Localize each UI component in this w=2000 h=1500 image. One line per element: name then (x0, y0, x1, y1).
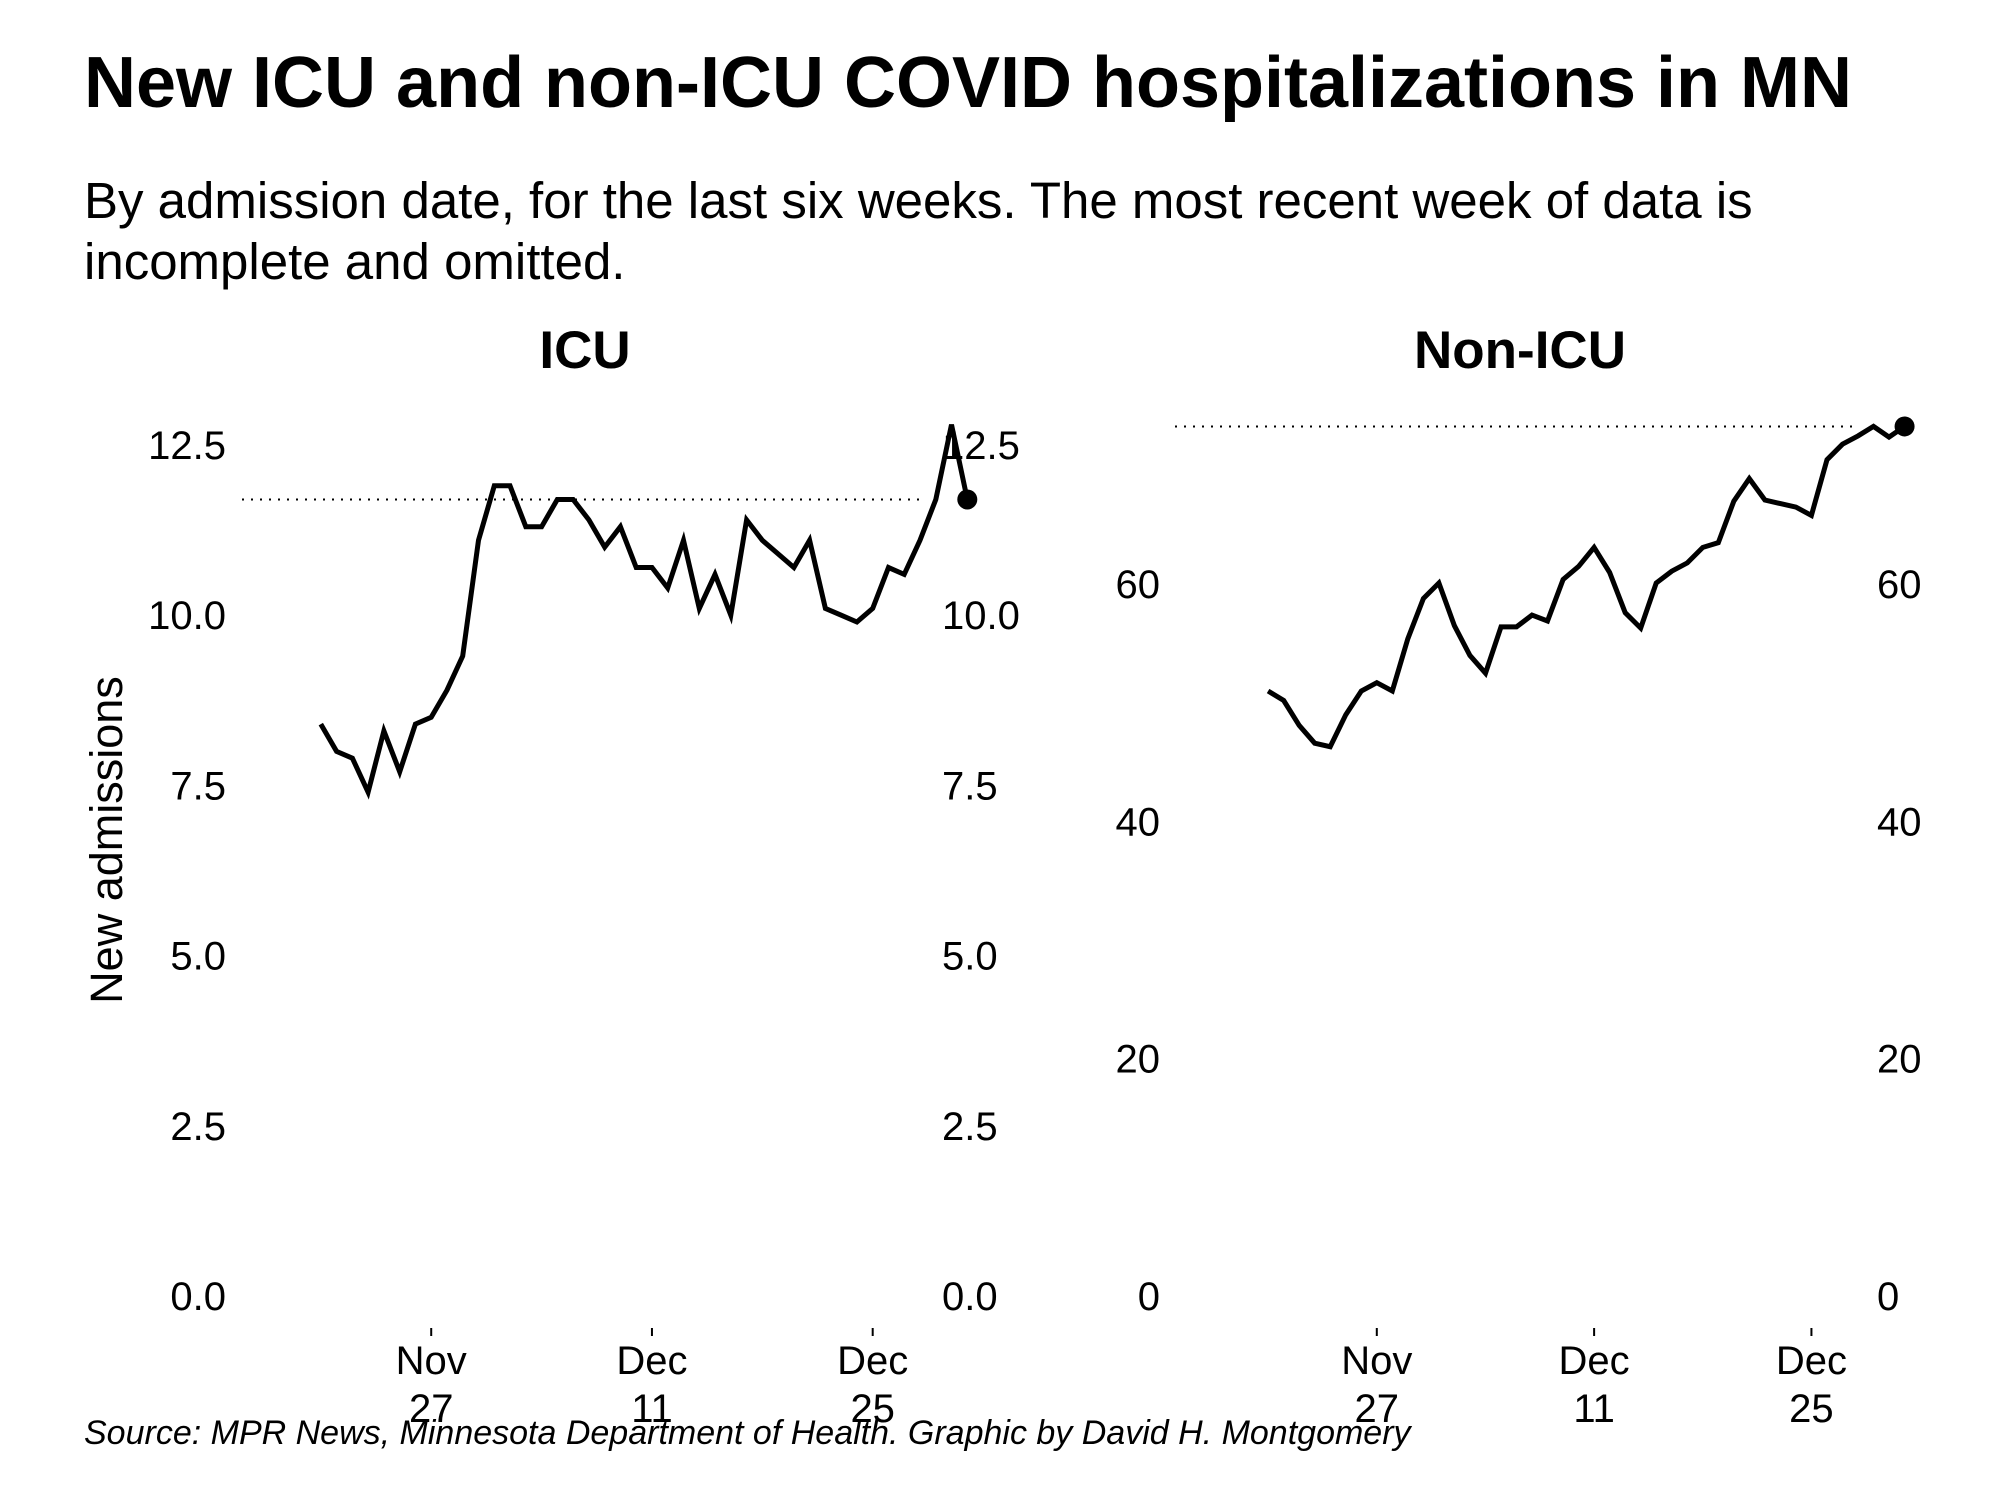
y-tick-label-right: 7.5 (942, 764, 998, 808)
y-tick-label-right: 40 (1877, 800, 1922, 844)
y-tick-label-left: 40 (1116, 800, 1161, 844)
panel-title: ICU (539, 321, 630, 380)
y-tick-label-right: 60 (1877, 563, 1922, 607)
x-tick-label-month: Nov (1341, 1339, 1412, 1383)
y-tick-label-right: 2.5 (942, 1105, 998, 1149)
chart-subtitle: By admission date, for the last six week… (84, 172, 1753, 290)
series-line (1266, 423, 1907, 750)
x-tick-label-day: 11 (1573, 1387, 1615, 1431)
y-tick-label-left: 5.0 (170, 935, 226, 979)
latest-point (957, 489, 978, 510)
series-line (318, 424, 970, 800)
y-tick-label-right: 0 (1877, 1275, 1899, 1319)
y-tick-label-left: 20 (1116, 1038, 1161, 1082)
x-tick-label-day: 27 (1355, 1387, 1400, 1431)
y-tick-label-right: 10.0 (942, 594, 1020, 638)
y-tick-label-right: 20 (1877, 1038, 1922, 1082)
y-tick-label-right: 5.0 (942, 935, 998, 979)
y-tick-label-left: 10.0 (148, 594, 226, 638)
x-tick-label-month: Dec (837, 1339, 908, 1383)
y-tick-label-left: 0 (1138, 1275, 1160, 1319)
x-tick-label-day: 11 (631, 1387, 673, 1431)
y-tick-label-left: 12.5 (148, 424, 226, 468)
y-tick-label-left: 0.0 (170, 1275, 226, 1319)
y-tick-label-right: 0.0 (942, 1275, 998, 1319)
x-tick-label-day: 27 (409, 1387, 454, 1431)
y-tick-label-left: 2.5 (170, 1105, 226, 1149)
x-tick-label-month: Dec (1776, 1339, 1847, 1383)
source-note: Source: MPR News, Minnesota Department o… (84, 1414, 1411, 1452)
y-axis-label: New admissions (81, 676, 132, 1004)
chart-title: New ICU and non-ICU COVID hospitalizatio… (84, 43, 1853, 123)
panel-title: Non-ICU (1414, 321, 1626, 380)
y-tick-label-left: 7.5 (170, 764, 226, 808)
y-tick-label-left: 60 (1116, 563, 1161, 607)
latest-point (1894, 416, 1915, 437)
x-tick-label-month: Dec (1559, 1339, 1630, 1383)
x-tick-label-day: 25 (1789, 1387, 1834, 1431)
x-tick-label-day: 25 (850, 1387, 895, 1431)
x-tick-label-month: Dec (616, 1339, 687, 1383)
x-tick-label-month: Nov (396, 1339, 467, 1383)
icu-panel: ICU 0.0 0.0 2.5 2.5 5.0 5.0 7.5 7.5 10.0 10.0 12.5 1… (81, 321, 1020, 1431)
